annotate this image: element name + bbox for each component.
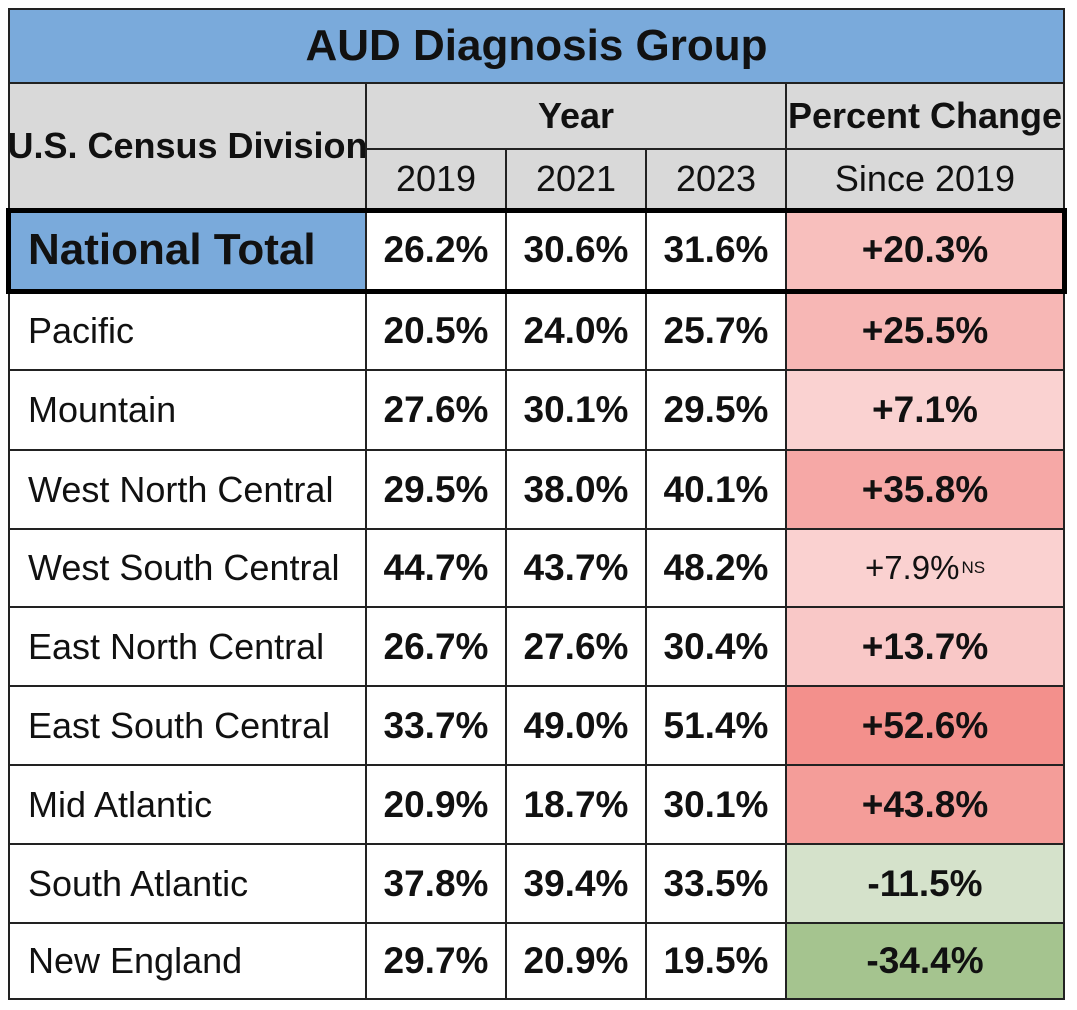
value-2021: 30.6% [507, 210, 647, 292]
header-year-group: Year [367, 84, 787, 150]
percent-change-value: -34.4% [866, 940, 984, 981]
header-year-2023: 2023 [647, 150, 787, 210]
value-2021: 20.9% [507, 924, 647, 998]
division-name: West South Central [10, 530, 367, 608]
division-name: East South Central [10, 687, 367, 766]
percent-change: +43.8% [787, 766, 1063, 845]
percent-change: +7.1% [787, 371, 1063, 451]
value-2019: 26.2% [367, 210, 507, 292]
value-2023: 30.1% [647, 766, 787, 845]
value-2021: 18.7% [507, 766, 647, 845]
value-2023: 31.6% [647, 210, 787, 292]
value-2021: 43.7% [507, 530, 647, 608]
header-change-top: Percent Change [787, 84, 1063, 150]
division-name: West North Central [10, 451, 367, 530]
percent-change: +35.8% [787, 451, 1063, 530]
percent-change: +7.9% NS [787, 530, 1063, 608]
header-year-2019: 2019 [367, 150, 507, 210]
value-2021: 49.0% [507, 687, 647, 766]
percent-change-value: +52.6% [861, 704, 989, 746]
division-name: Mid Atlantic [10, 766, 367, 845]
division-name: New England [10, 924, 367, 998]
value-2021: 39.4% [507, 845, 647, 924]
value-2019: 29.7% [367, 924, 507, 998]
percent-change-value: +7.1% [872, 389, 978, 430]
division-name: Pacific [10, 292, 367, 371]
division-name: National Total [10, 210, 367, 292]
header-change-bottom: Since 2019 [787, 150, 1063, 210]
percent-change-value: +25.5% [861, 309, 989, 351]
division-name: East North Central [10, 608, 367, 687]
percent-change: +52.6% [787, 687, 1063, 766]
percent-change-value: +43.8% [861, 783, 989, 825]
value-2019: 20.9% [367, 766, 507, 845]
percent-change: +20.3% [787, 210, 1063, 292]
value-2019: 29.5% [367, 451, 507, 530]
value-2023: 29.5% [647, 371, 787, 451]
percent-change: +25.5% [787, 292, 1063, 371]
division-name: Mountain [10, 371, 367, 451]
percent-change-value: +13.7% [861, 625, 989, 667]
percent-change: -11.5% [787, 845, 1063, 924]
value-2019: 44.7% [367, 530, 507, 608]
value-2023: 19.5% [647, 924, 787, 998]
value-2019: 26.7% [367, 608, 507, 687]
value-2019: 33.7% [367, 687, 507, 766]
percent-change-value: +20.3% [861, 229, 989, 270]
percent-change: -34.4% [787, 924, 1063, 998]
value-2019: 20.5% [367, 292, 507, 371]
percent-change-value: +7.9% [864, 549, 960, 586]
value-2019: 27.6% [367, 371, 507, 451]
value-2023: 48.2% [647, 530, 787, 608]
percent-change-value: -11.5% [867, 862, 983, 904]
value-2019: 37.8% [367, 845, 507, 924]
table-title: AUD Diagnosis Group [10, 10, 1063, 84]
header-year-2021: 2021 [507, 150, 647, 210]
value-2021: 24.0% [507, 292, 647, 371]
value-2023: 25.7% [647, 292, 787, 371]
value-2023: 40.1% [647, 451, 787, 530]
division-name: South Atlantic [10, 845, 367, 924]
value-2021: 38.0% [507, 451, 647, 530]
percent-change: +13.7% [787, 608, 1063, 687]
aud-diagnosis-table: AUD Diagnosis Group U.S. Census Division… [6, 8, 1067, 1000]
header-division: U.S. Census Division [10, 84, 367, 210]
not-significant-mark: NS [961, 558, 986, 577]
value-2021: 27.6% [507, 608, 647, 687]
percent-change-value: +35.8% [861, 468, 989, 510]
value-2023: 33.5% [647, 845, 787, 924]
value-2021: 30.1% [507, 371, 647, 451]
value-2023: 30.4% [647, 608, 787, 687]
value-2023: 51.4% [647, 687, 787, 766]
